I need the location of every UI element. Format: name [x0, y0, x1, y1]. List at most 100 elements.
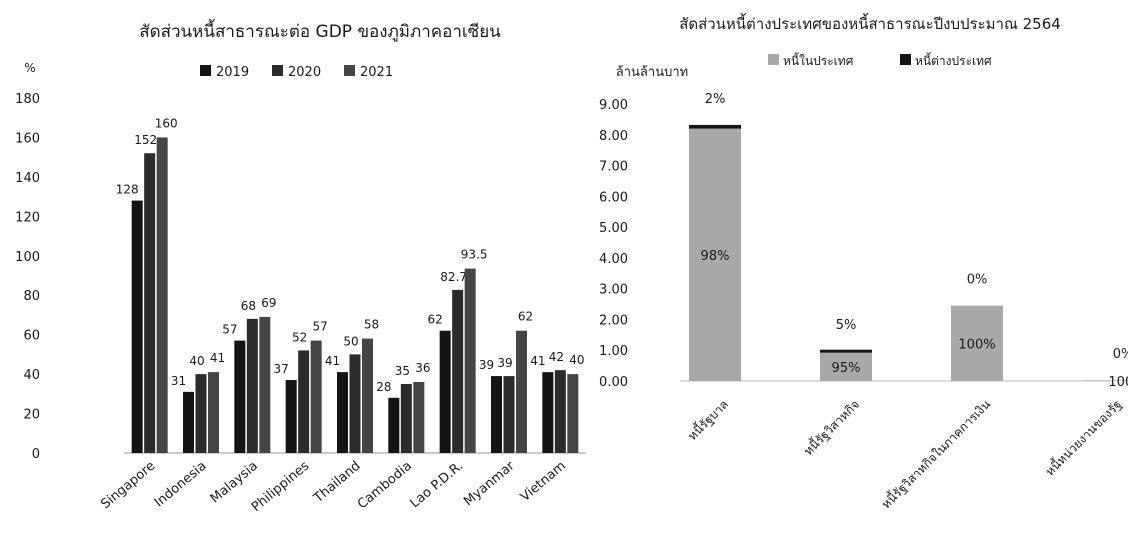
chart1-data-label: 28	[376, 380, 391, 394]
chart1-data-label: 160	[155, 116, 178, 130]
chart2-bar-segment	[689, 124, 741, 129]
chart1-data-label: 152	[134, 133, 157, 147]
chart1-y-tick-label: 100	[15, 250, 40, 265]
chart2-data-label: 2%	[705, 92, 726, 107]
asean-debt-chart: สัดส่วนหนี้สาธารณะต่อ GDP ของภูมิภาคอาเซ…	[15, 19, 586, 515]
chart2-y-axis: 0.00 1.00 2.00 3.00 4.00 5.00 6.00 7.00 8.00 9.00	[599, 98, 1110, 390]
chart1-legend-swatch	[344, 65, 355, 76]
chart1-data-label: 31	[171, 374, 186, 388]
chart1-data-label: 128	[116, 183, 139, 197]
chart2-x-tick-label: หนี้รัฐวิสาหกิจ	[800, 396, 862, 458]
chart2-legend: หนี้ในประเทศ หนี้ต่างประเทศ	[768, 52, 992, 68]
chart2-bar-segment	[1082, 380, 1128, 381]
chart1-bar	[234, 340, 246, 453]
chart1-data-label: 50	[343, 334, 358, 348]
chart1-data-label: 57	[313, 320, 328, 334]
chart1-data-label: 41	[530, 354, 545, 368]
chart2-data-label: 98%	[701, 249, 730, 264]
chart1-data-label: 93.5	[461, 248, 488, 262]
chart1-data-label: 39	[497, 356, 512, 370]
chart2-data-label: 100%	[1108, 375, 1128, 390]
chart1-bar	[208, 372, 219, 453]
chart1-data-label: 35	[395, 364, 410, 378]
chart2-bar-segment	[689, 128, 741, 381]
chart2-y-tick-label: 5.00	[599, 221, 628, 236]
chart1-title: สัดส่วนหนี้สาธารณะต่อ GDP ของภูมิภาคอาเซ…	[139, 19, 501, 42]
chart1-data-label: 40	[569, 353, 584, 367]
chart1-x-tick-label: Vietnam	[518, 459, 569, 505]
chart2-data-label: 95%	[832, 361, 861, 376]
chart1-data-label: 57	[222, 323, 237, 337]
chart1-data-label: 41	[325, 354, 340, 368]
chart2-bar-segment	[820, 349, 872, 353]
chart1-x-tick-label: Cambodia	[355, 459, 415, 513]
chart1-bar	[554, 370, 566, 453]
chart2-legend-swatch	[768, 54, 779, 65]
chart1-y-tick-label: 160	[15, 131, 40, 146]
chart2-y-tick-label: 2.00	[599, 313, 628, 328]
chart1-data-label: 36	[415, 361, 430, 375]
chart1-x-tick-label: Myanmar	[461, 458, 518, 509]
chart1-legend: 2019 2020 2021	[200, 65, 393, 80]
chart2-x-tick-label: หนี้หน่วยงานของรัฐ	[1041, 396, 1124, 479]
chart2-y-tick-label: 1.00	[599, 344, 628, 359]
chart1-data-label: 58	[364, 318, 379, 332]
chart1-legend-label: 2019	[216, 65, 249, 80]
chart1-bar	[567, 374, 579, 453]
chart1-bar	[285, 380, 297, 453]
chart1-data-label: 37	[274, 362, 289, 376]
chart1-y-tick-label: 140	[15, 171, 40, 186]
chart1-legend-label: 2021	[360, 65, 393, 80]
chart2-data-label: 5%	[836, 318, 857, 333]
chart1-data-label: 42	[549, 350, 564, 364]
chart2-data-label: 0%	[967, 273, 988, 288]
chart1-data-label: 52	[292, 330, 307, 344]
chart1-bar	[516, 330, 527, 453]
chart1-bar	[259, 316, 271, 453]
chart1-bar	[362, 338, 373, 453]
chart1-data-label: 40	[189, 354, 204, 368]
chart2-y-tick-label: 0.00	[599, 375, 628, 390]
chart1-bar	[503, 376, 515, 453]
chart1-bar	[464, 268, 476, 453]
chart1-bar	[195, 374, 207, 453]
chart1-bar	[144, 153, 156, 453]
chart1-data-label: 62	[428, 313, 443, 327]
chart2-legend-label: หนี้ในประเทศ	[783, 52, 854, 68]
chart2-y-tick-label: 4.00	[599, 252, 628, 267]
chart1-bar	[131, 200, 143, 453]
chart1-x-tick-label: Lao P.D.R.	[407, 459, 466, 512]
chart1-x-axis: SingaporeIndonesiaMalaysiaPhilippinesTha…	[98, 458, 569, 515]
chart2-bars: 98% 2% 95% 5% 100% 0% 100% 0%	[689, 92, 1128, 390]
chart1-x-tick-label: Indonesia	[152, 459, 210, 511]
chart2-legend-swatch	[900, 54, 911, 65]
chart1-y-tick-label: 0	[32, 447, 40, 462]
chart1-data-label: 69	[261, 296, 276, 310]
chart1-data-label: 41	[210, 351, 225, 365]
chart1-bar	[183, 391, 194, 453]
chart1-ylabel: %	[24, 61, 35, 75]
chart2-title: สัดส่วนหนี้ต่างประเทศของหนี้สาธารณะปีงบป…	[679, 13, 1061, 33]
chart1-bar	[542, 372, 554, 453]
chart1-data-label: 62	[518, 310, 533, 324]
chart2-x-axis: หนี้รัฐบาล หนี้รัฐวิสาหกิจ หนี้รัฐวิสาหกิจ…	[684, 396, 1124, 512]
chart1-bar	[388, 397, 400, 453]
chart2-y-tick-label: 8.00	[599, 129, 628, 144]
chart2-y-tick-label: 9.00	[599, 98, 628, 113]
chart1-x-tick-label: Philippines	[249, 458, 312, 515]
chart1-bar	[246, 318, 258, 453]
chart2-data-label: 0%	[1113, 347, 1128, 362]
chart1-bar	[439, 330, 451, 453]
chart2-bar-segment	[820, 352, 872, 381]
foreign-debt-chart: สัดส่วนหนี้ต่างประเทศของหนี้สาธารณะปีงบป…	[599, 13, 1128, 511]
chart1-data-label: 82.7	[440, 270, 467, 284]
chart2-x-tick-label: หนี้รัฐบาล	[684, 396, 731, 443]
chart1-bar	[298, 350, 310, 453]
chart1-legend-swatch	[200, 65, 211, 76]
chart1-y-tick-label: 60	[23, 329, 40, 344]
chart2-y-tick-label: 7.00	[599, 160, 628, 175]
chart1-bar	[337, 372, 348, 453]
chart1-legend-swatch	[272, 65, 283, 76]
chart2-y-tick-label: 6.00	[599, 190, 628, 205]
